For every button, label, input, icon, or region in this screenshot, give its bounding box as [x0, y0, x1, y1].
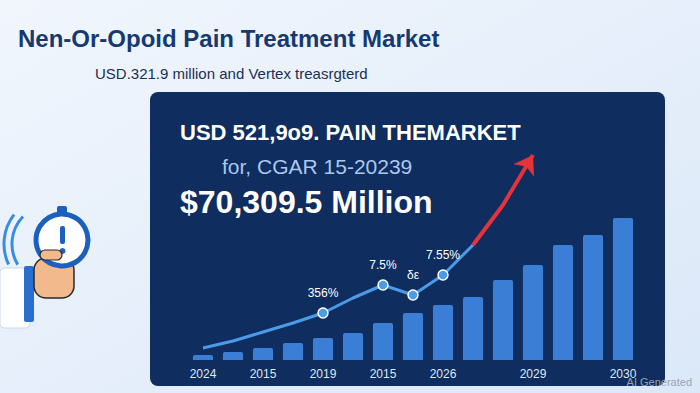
- svg-text:2024: 2024: [190, 367, 217, 381]
- svg-text:USD.321.9 million and Vertex t: USD.321.9 million and Vertex treasrgterd: [95, 65, 368, 82]
- svg-text:2019: 2019: [310, 367, 337, 381]
- svg-text:7.55%: 7.55%: [426, 248, 460, 262]
- svg-text:δε: δε: [407, 268, 420, 282]
- svg-text:$70,309.5 Million: $70,309.5 Million: [180, 184, 433, 220]
- svg-text:2030: 2030: [609, 367, 637, 381]
- svg-text:USD 521,9o9. PAIN THEMARKET: USD 521,9o9. PAIN THEMARKET: [180, 120, 521, 145]
- svg-text:Nen-Or-Opoid Pain Treatment Ma: Nen-Or-Opoid Pain Treatment Market: [18, 25, 439, 52]
- svg-text:2029: 2029: [520, 367, 547, 381]
- svg-text:356%: 356%: [308, 286, 339, 300]
- svg-text:2015: 2015: [370, 367, 397, 381]
- svg-text:7.5%: 7.5%: [369, 258, 397, 272]
- svg-text:2026: 2026: [430, 367, 457, 381]
- svg-text:2015: 2015: [250, 367, 277, 381]
- svg-text:AI Generated: AI Generated: [627, 376, 692, 388]
- svg-text:for, CGAR 15-20239: for, CGAR 15-20239: [222, 155, 412, 178]
